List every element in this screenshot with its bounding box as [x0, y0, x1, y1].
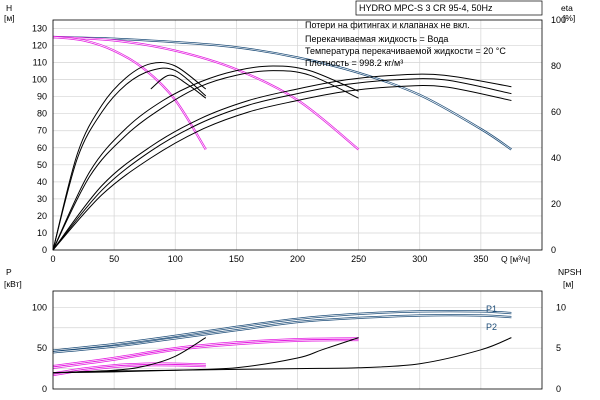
bottom-series-8 [52, 337, 207, 374]
bottom-plot-frame [52, 290, 543, 390]
npsh-tick-label: 0 [556, 384, 561, 394]
x-tick-label: 150 [229, 254, 244, 264]
npsh-tick-label: 10 [556, 302, 566, 312]
top-series-3 [52, 84, 512, 251]
chart-title: HYDRO MPC-S 3 CR 95-4, 50Hz [359, 3, 493, 13]
h-tick-label: 60 [37, 143, 47, 153]
h-tick-label: 30 [37, 194, 47, 204]
p-tick-label: 100 [32, 302, 47, 312]
npsh-axis-label: NPSH [558, 267, 582, 277]
h-tick-label: 80 [37, 109, 47, 119]
p-tick-label: 0 [42, 384, 47, 394]
note-line-2: Перекачиваемая жидкость = Вода [305, 34, 448, 44]
top-series-0-core [52, 36, 512, 150]
eta-axis-unit: [%] [563, 13, 575, 23]
top-series-4 [52, 78, 512, 251]
bottom-series-1-core [52, 314, 512, 353]
h-tick-label: 130 [32, 24, 47, 34]
bottom-series-3-core [52, 339, 359, 369]
eta-tick-label: 80 [551, 61, 561, 71]
h-tick-label: 0 [42, 245, 47, 255]
x-axis-label: Q [м³/ч] [501, 254, 530, 264]
x-tick-label: 350 [473, 254, 488, 264]
bottom-series-6 [52, 337, 512, 374]
top-series-7 [52, 65, 359, 251]
x-tick-label: 100 [168, 254, 183, 264]
note-line-1: Потери на фитингах и клапанах не вкл. [305, 20, 470, 30]
p-tick-label: 50 [37, 343, 47, 353]
h-tick-label: 90 [37, 92, 47, 102]
h-tick-label: 50 [37, 160, 47, 170]
title-box [355, 0, 543, 16]
top-plot-frame [52, 19, 543, 251]
npsh-axis-unit: [м] [563, 279, 574, 289]
top-series-2-core [52, 36, 207, 150]
bottom-series-5-core [52, 364, 206, 376]
eta-tick-label: 40 [551, 153, 561, 163]
top-series-6 [52, 70, 359, 251]
p-axis-label: P [6, 267, 12, 277]
h-tick-label: 100 [32, 75, 47, 85]
h-tick-label: 120 [32, 41, 47, 51]
eta-tick-label: 60 [551, 107, 561, 117]
series-label-p1: P1 [486, 304, 497, 314]
p-axis-unit: [кВт] [4, 279, 22, 289]
h-tick-label: 20 [37, 211, 47, 221]
x-tick-label: 200 [290, 254, 305, 264]
eta-tick-label: 0 [551, 245, 556, 255]
x-tick-label: 300 [412, 254, 427, 264]
note-line-4: Плотность = 998.2 кг/м³ [305, 58, 403, 68]
h-tick-label: 110 [33, 58, 47, 68]
bottom-series-2-core [52, 338, 359, 367]
top-series-1-core [52, 36, 359, 150]
h-axis-unit: [м] [4, 13, 15, 23]
npsh-tick-label: 5 [556, 343, 561, 353]
top-series-5 [52, 73, 512, 251]
eta-axis-label: eta [561, 3, 573, 13]
x-tick-label: 50 [109, 254, 119, 264]
bottom-series-7 [52, 337, 359, 374]
top-series-9 [52, 61, 207, 251]
h-tick-label: 40 [37, 177, 47, 187]
eta-tick-label: 20 [551, 199, 561, 209]
bottom-series-4-core [52, 363, 206, 374]
x-tick-label: 0 [50, 254, 55, 264]
h-tick-label: 70 [37, 126, 47, 136]
h-axis-label: H [6, 3, 12, 13]
top-series-10 [150, 74, 207, 99]
h-tick-label: 10 [37, 228, 47, 238]
series-label-p2: P2 [486, 322, 497, 332]
eta-tick-label: 100 [551, 15, 566, 25]
top-series-8 [52, 67, 207, 251]
x-tick-label: 250 [351, 254, 366, 264]
bottom-series-0-core [52, 310, 512, 351]
note-line-3: Температура перекачиваемой жидкости = 20… [305, 46, 506, 56]
